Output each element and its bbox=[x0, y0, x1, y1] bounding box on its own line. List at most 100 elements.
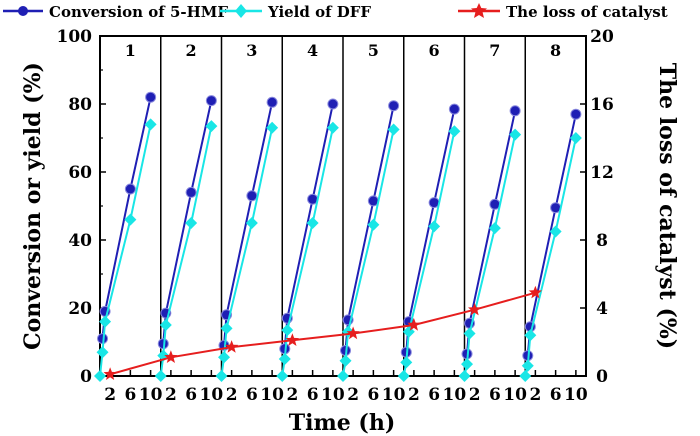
legend-label-loss: The loss of catalyst bbox=[506, 3, 668, 21]
yield-point bbox=[367, 218, 380, 231]
yield-point bbox=[185, 217, 198, 229]
left-y-tick-label: 100 bbox=[57, 27, 93, 47]
x-tick-label: 6 bbox=[489, 385, 501, 405]
yield-point bbox=[521, 359, 534, 372]
legend-label-yield: Yield of DFF bbox=[267, 3, 371, 21]
yield-point bbox=[205, 120, 218, 133]
loss-line bbox=[109, 291, 536, 376]
yield-point bbox=[509, 128, 522, 141]
x-tick-label: 10 bbox=[200, 385, 224, 405]
yield-point bbox=[159, 319, 172, 331]
panel-number: 8 bbox=[550, 41, 561, 60]
x-tick-label: 10 bbox=[139, 385, 163, 405]
panel-number: 4 bbox=[307, 41, 318, 60]
x-tick-label: 6 bbox=[428, 385, 440, 405]
x-tick-label: 6 bbox=[124, 385, 136, 405]
yield-point bbox=[339, 354, 352, 367]
left-y-tick-label: 0 bbox=[80, 367, 92, 387]
x-tick-label: 6 bbox=[367, 385, 379, 405]
loss-point bbox=[407, 318, 421, 331]
right-y-tick-label: 16 bbox=[590, 95, 614, 115]
conversion-point bbox=[509, 105, 521, 117]
yield-point bbox=[400, 356, 413, 369]
loss-point bbox=[346, 326, 360, 340]
yield-point bbox=[448, 125, 461, 138]
conversion-point bbox=[246, 190, 258, 202]
yield-point bbox=[463, 327, 476, 340]
yield-point bbox=[266, 121, 279, 134]
y-axis-right-title: The loss of catalyst (%) bbox=[654, 63, 680, 349]
x-tick-label: 10 bbox=[382, 385, 406, 405]
yield-point bbox=[276, 370, 289, 382]
x-tick-label: 2 bbox=[408, 385, 420, 405]
yield-point bbox=[96, 346, 109, 359]
legend-label-conversion: Conversion of 5-HMF bbox=[49, 3, 228, 21]
yield-point bbox=[94, 370, 106, 382]
legend-marker-conversion bbox=[18, 6, 28, 16]
x-tick-label: 6 bbox=[185, 385, 197, 405]
yield-point bbox=[154, 370, 167, 382]
yield-point bbox=[245, 217, 258, 229]
yield-point bbox=[458, 370, 471, 382]
x-tick-label: 2 bbox=[347, 385, 359, 405]
series-conversion bbox=[97, 91, 582, 362]
conversion-point bbox=[124, 183, 136, 195]
legend-marker-yield bbox=[235, 4, 247, 18]
yield-point bbox=[519, 370, 532, 382]
conversion-point bbox=[570, 108, 582, 120]
x-tick-label: 10 bbox=[503, 385, 527, 405]
loss-point bbox=[468, 302, 482, 316]
conversion-point bbox=[448, 103, 460, 115]
yield-point bbox=[488, 222, 501, 235]
yield-point bbox=[278, 353, 291, 365]
yield-line bbox=[524, 137, 577, 377]
yield-line bbox=[402, 130, 456, 377]
x-tick-label: 2 bbox=[104, 385, 116, 405]
yield-point bbox=[144, 118, 157, 131]
yield-point bbox=[569, 132, 582, 144]
yield-line bbox=[342, 129, 395, 377]
yield-point bbox=[281, 324, 294, 337]
yield-point bbox=[387, 123, 400, 136]
panel-number: 1 bbox=[125, 41, 136, 60]
left-y-tick-label: 40 bbox=[68, 231, 92, 251]
plot-frame bbox=[99, 35, 587, 377]
conversion-point bbox=[145, 91, 157, 103]
conversion-point bbox=[185, 186, 197, 198]
right-y-axis: 0 4 8 12 16 20 bbox=[580, 27, 614, 387]
panel-number: 6 bbox=[429, 41, 440, 60]
conversion-point bbox=[388, 100, 400, 112]
legend: Conversion of 5-HMF Yield of DFF The los… bbox=[3, 3, 668, 21]
yield-point bbox=[337, 370, 349, 382]
yield-point bbox=[428, 220, 441, 233]
left-y-axis: 0 20 40 60 80 100 bbox=[57, 27, 106, 387]
right-y-tick-label: 8 bbox=[596, 231, 608, 251]
yield-point bbox=[549, 225, 562, 238]
right-y-tick-label: 4 bbox=[596, 299, 608, 319]
conversion-point bbox=[327, 98, 339, 110]
left-y-tick-label: 20 bbox=[68, 299, 92, 319]
x-tick-label: 10 bbox=[260, 385, 284, 405]
yield-point bbox=[99, 315, 112, 328]
x-tick-label: 6 bbox=[307, 385, 319, 405]
yield-point bbox=[397, 370, 410, 382]
x-tick-label: 6 bbox=[246, 385, 258, 405]
y-axis-left-title: Conversion or yield (%) bbox=[20, 62, 46, 350]
x-tick-label: 10 bbox=[321, 385, 345, 405]
x-tick-label: 2 bbox=[469, 385, 481, 405]
yield-line bbox=[159, 125, 213, 377]
right-y-tick-label: 0 bbox=[596, 367, 608, 387]
panel-labels: 1 2 3 4 5 6 7 8 bbox=[125, 41, 561, 60]
x-tick-label: 10 bbox=[564, 385, 588, 405]
x-tick-label: 2 bbox=[286, 385, 298, 405]
yield-point bbox=[220, 322, 233, 335]
x-axis-title: Time (h) bbox=[289, 410, 395, 436]
x-tick-label: 2 bbox=[165, 385, 177, 405]
yield-point bbox=[326, 121, 339, 134]
x-tick-label: 2 bbox=[226, 385, 238, 405]
series-yield bbox=[94, 118, 582, 382]
loss-point bbox=[528, 285, 542, 299]
right-y-tick-label: 20 bbox=[590, 27, 614, 47]
loss-point bbox=[103, 367, 117, 380]
